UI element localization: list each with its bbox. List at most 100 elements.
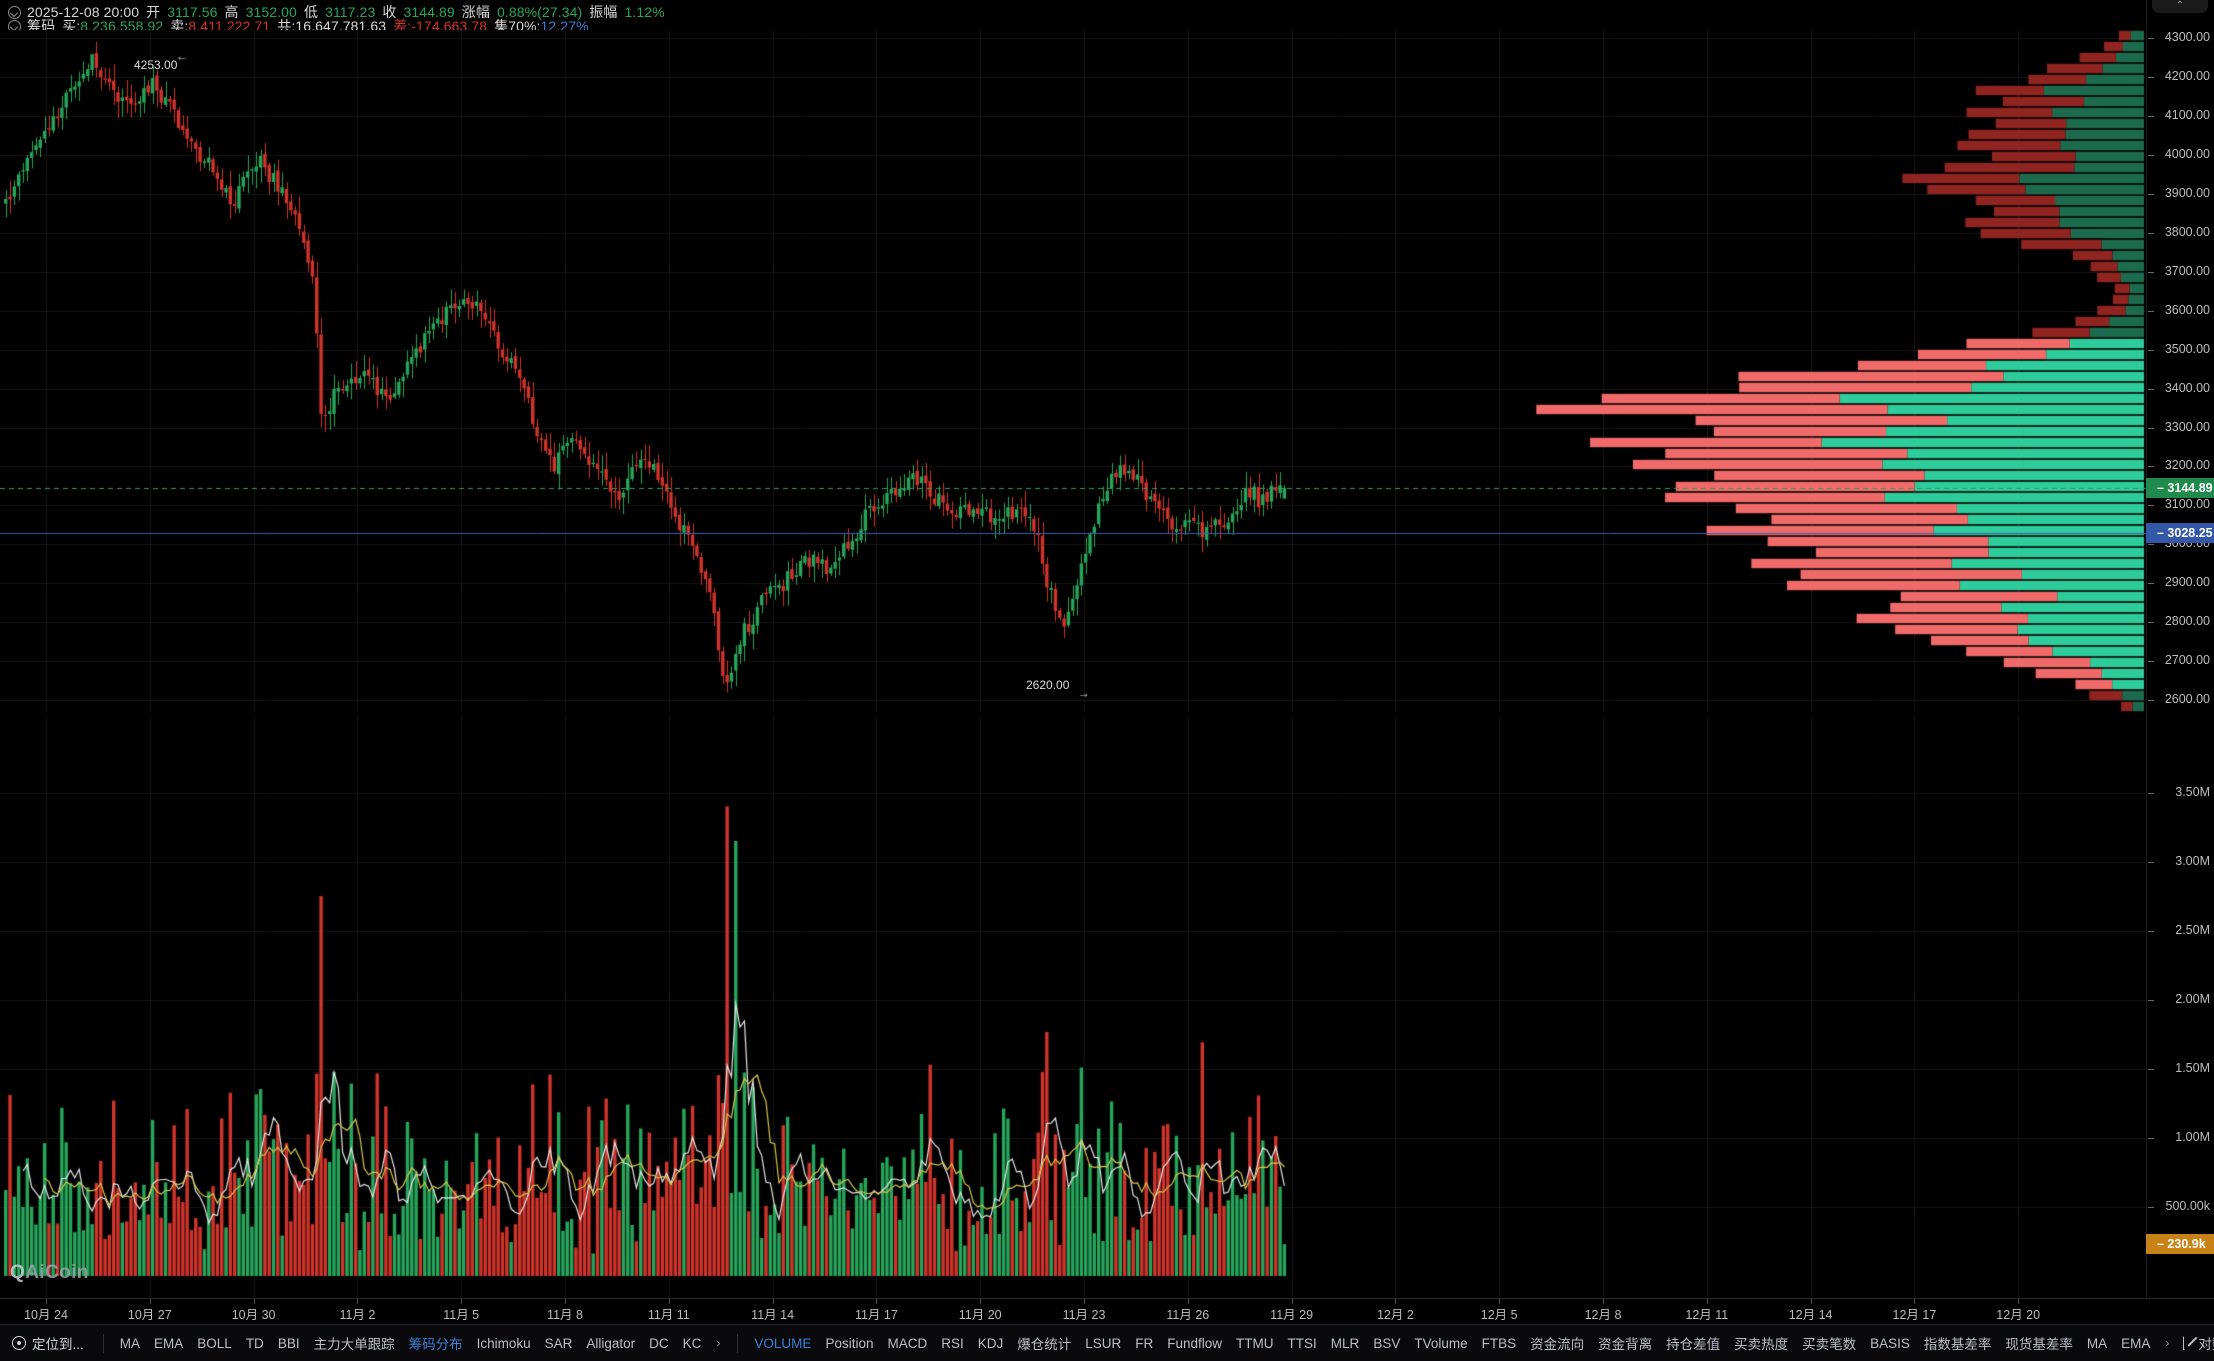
price-axis-tick: [2148, 466, 2154, 468]
time-axis-label: 12月 2: [1376, 1308, 1414, 1322]
price-axis-label: 2900.00: [2164, 575, 2210, 590]
main-indicator-group: MA EMA BOLL TD BBI 主力大单跟踪 筹码分布 Ichimoku SAR Allig…: [113, 1333, 709, 1353]
time-axis-tick: [772, 1299, 774, 1304]
toolbar-item-FR[interactable]: FR: [1135, 1335, 1154, 1351]
legend-change-label: 涨幅: [461, 4, 490, 20]
toolbar-item-RSI[interactable]: RSI: [941, 1335, 964, 1351]
visibility-toggle-icon[interactable]: [8, 6, 21, 19]
toolbar-item-TD[interactable]: TD: [245, 1335, 264, 1351]
price-axis-tick: [2148, 37, 2154, 39]
price-axis-label: 4000.00: [2164, 146, 2210, 161]
volume-chart-pane[interactable]: [0, 716, 2146, 1298]
time-axis-tick: [668, 1299, 670, 1304]
toolbar-item-MA[interactable]: MA: [119, 1335, 141, 1351]
price-axis-tick: [2148, 583, 2154, 585]
time-axis-tick: [1499, 1299, 1501, 1304]
toolbar-item-筹码分布[interactable]: 筹码分布: [408, 1337, 463, 1352]
price-axis[interactable]: ⌃ 4300.00 4200.00 4100.00 4000.00 3900.00 380…: [2146, 0, 2214, 1298]
time-axis-tick: [1603, 1299, 1604, 1304]
toolbar-item-Ichimoku[interactable]: Ichimoku: [476, 1335, 531, 1351]
toolbar-divider: [102, 1333, 104, 1353]
toolbar-item-EMA[interactable]: EMA: [2121, 1335, 2151, 1351]
toolbar-item-MACD[interactable]: MACD: [887, 1335, 928, 1351]
legend-high-label: 高: [224, 4, 239, 20]
toolbar-item-Position[interactable]: Position: [825, 1335, 874, 1351]
volume-axis-label: 1.50M: [2175, 1060, 2210, 1075]
legend-datetime: 2025-12-08 20:00: [27, 4, 140, 20]
edit-indicator-icon[interactable]: [2183, 1336, 2186, 1350]
axis-collapse-button[interactable]: ⌃: [2152, 0, 2208, 13]
indicator-toolbar[interactable]: 定位到... MA EMA BOLL TD BBI 主力大单跟踪 筹码分布 Ichimoku S…: [0, 1324, 2214, 1361]
toolbar-item-MA[interactable]: MA: [2086, 1335, 2108, 1351]
price-axis-tick: [2148, 271, 2154, 273]
toolbar-item-BOLL[interactable]: BOLL: [197, 1335, 232, 1351]
toolbar-item-持仓差值[interactable]: 持仓差值: [1666, 1337, 1721, 1352]
legend-amplitude-value: 1.12%: [624, 4, 665, 20]
toolbar-item-KDJ[interactable]: KDJ: [977, 1335, 1004, 1351]
toolbar-item-TVolume[interactable]: TVolume: [1414, 1335, 1468, 1351]
price-chart-pane[interactable]: 4253.00 2620.00: [0, 30, 2146, 712]
legend-low-value: 3117.23: [325, 4, 376, 20]
toolbar-item-EMA[interactable]: EMA: [154, 1335, 184, 1351]
legend-change-value: 0.88%(27.34): [496, 4, 583, 20]
price-axis-label: 3200.00: [2164, 458, 2210, 473]
time-axis-tick: [876, 1299, 878, 1304]
toolbar-item-BBI[interactable]: BBI: [277, 1335, 300, 1351]
price-axis-tick: [2148, 193, 2154, 195]
time-axis-label: 10月 24: [24, 1308, 68, 1322]
high-annotation: 4253.00: [134, 58, 178, 72]
volume-axis-tick: [2148, 792, 2154, 794]
toolbar-item-爆仓统计[interactable]: 爆仓统计: [1017, 1337, 1072, 1352]
price-axis-label: 3100.00: [2164, 497, 2210, 512]
toolbar-item-指数基差率[interactable]: 指数基差率: [1923, 1337, 1992, 1352]
toolbar-item-LSUR[interactable]: LSUR: [1085, 1335, 1122, 1351]
price-axis-label: 4300.00: [2164, 29, 2210, 44]
price-axis-tick: [2148, 115, 2154, 117]
right-more-chevron-icon[interactable]: ›: [2165, 1336, 2170, 1350]
toolbar-item-DC[interactable]: DC: [649, 1335, 669, 1351]
toolbar-item-FTBS[interactable]: FTBS: [1481, 1335, 1517, 1351]
price-axis-tick: [2148, 661, 2154, 663]
toolbar-item-VOLUME[interactable]: VOLUME: [754, 1335, 812, 1351]
price-axis-tick: [2148, 427, 2154, 429]
toolbar-item-BASIS[interactable]: BASIS: [1870, 1335, 1910, 1351]
toolbar-item-KC[interactable]: KC: [682, 1335, 702, 1351]
time-axis-label: 11月 29: [1270, 1308, 1314, 1322]
toolbar-item-SAR[interactable]: SAR: [544, 1335, 573, 1351]
toolbar-item-TTMU[interactable]: TTMU: [1236, 1335, 1274, 1351]
toolbar-item-资金流向[interactable]: 资金流向: [1530, 1337, 1585, 1352]
time-axis-tick: [357, 1299, 359, 1304]
left-more-chevron-icon[interactable]: ›: [716, 1336, 721, 1350]
toolbar-item-买卖笔数[interactable]: 买卖笔数: [1802, 1337, 1857, 1352]
price-axis-label: 4100.00: [2164, 107, 2210, 122]
toolbar-item-MLR[interactable]: MLR: [1330, 1335, 1360, 1351]
time-axis-label: 10月 30: [231, 1308, 276, 1322]
low-annotation: 2620.00: [1026, 678, 1070, 692]
locate-button[interactable]: 定位到...: [0, 1333, 94, 1353]
location-pin-icon: [12, 1336, 26, 1350]
volume-axis-label: 1.00M: [2175, 1129, 2210, 1144]
price-axis-tick: [2148, 544, 2154, 546]
toolbar-item-Fundflow[interactable]: Fundflow: [1167, 1335, 1223, 1351]
time-axis-label: 12月 20: [1996, 1308, 2041, 1322]
volume-axis-label: 2.50M: [2175, 922, 2210, 937]
time-axis-label: 12月 17: [1892, 1308, 1937, 1322]
legend-close-label: 收: [382, 4, 397, 20]
toolbar-item-主力大单跟踪[interactable]: 主力大单跟踪: [313, 1337, 395, 1352]
legend-low-label: 低: [303, 4, 319, 20]
toolbar-item-买卖热度[interactable]: 买卖热度: [1734, 1337, 1789, 1352]
time-axis-label: 11月 14: [751, 1308, 795, 1322]
toolbar-item-资金背离[interactable]: 资金背离: [1598, 1337, 1653, 1352]
volume-axis-label: 3.50M: [2175, 784, 2210, 799]
price-axis-label: 4200.00: [2164, 68, 2210, 83]
log-scale-button[interactable]: 对数: [2198, 1337, 2214, 1352]
volume-axis-tick: [2148, 861, 2154, 863]
volume-axis-tick: [2148, 1068, 2154, 1070]
toolbar-item-Alligator[interactable]: Alligator: [586, 1335, 636, 1351]
toolbar-item-现货基差率[interactable]: 现货基差率: [2005, 1337, 2073, 1352]
time-axis[interactable]: 10月 24 10月 27 10月 30 11月 2 11月 5 11月 8 11月 11 1…: [0, 1298, 2214, 1324]
locate-label: 定位到...: [32, 1337, 84, 1352]
toolbar-item-TTSI[interactable]: TTSI: [1287, 1335, 1317, 1351]
toolbar-item-BSV[interactable]: BSV: [1373, 1335, 1401, 1351]
last-volume-badge: – 230.9k: [2146, 1234, 2214, 1255]
